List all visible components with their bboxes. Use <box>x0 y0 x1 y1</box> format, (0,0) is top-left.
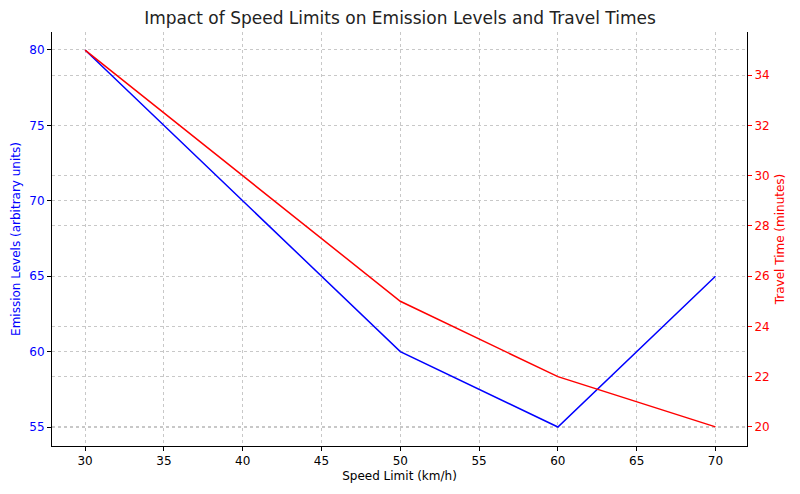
svg-text:55: 55 <box>471 454 486 468</box>
svg-text:70: 70 <box>29 194 44 208</box>
svg-text:70: 70 <box>708 454 723 468</box>
svg-text:35: 35 <box>156 454 171 468</box>
svg-text:65: 65 <box>29 269 44 283</box>
svg-text:75: 75 <box>29 119 44 133</box>
svg-text:32: 32 <box>754 119 769 133</box>
svg-text:60: 60 <box>29 345 44 359</box>
svg-text:40: 40 <box>235 454 250 468</box>
svg-text:65: 65 <box>629 454 644 468</box>
svg-text:80: 80 <box>29 43 44 57</box>
svg-text:Emission Levels (arbitrary uni: Emission Levels (arbitrary units) <box>9 142 23 336</box>
svg-text:24: 24 <box>754 320 769 334</box>
svg-text:20: 20 <box>754 420 769 434</box>
svg-text:28: 28 <box>754 219 769 233</box>
svg-text:Speed Limit (km/h): Speed Limit (km/h) <box>342 469 457 483</box>
svg-text:26: 26 <box>754 269 769 283</box>
svg-text:34: 34 <box>754 68 769 82</box>
svg-text:60: 60 <box>550 454 565 468</box>
svg-text:30: 30 <box>754 169 769 183</box>
svg-text:Impact of Speed Limits on Emis: Impact of Speed Limits on Emission Level… <box>144 8 656 28</box>
svg-text:50: 50 <box>393 454 408 468</box>
svg-text:55: 55 <box>29 420 44 434</box>
svg-text:22: 22 <box>754 370 769 384</box>
svg-text:30: 30 <box>77 454 92 468</box>
svg-text:Travel Time (minutes): Travel Time (minutes) <box>773 174 787 306</box>
svg-text:45: 45 <box>314 454 329 468</box>
